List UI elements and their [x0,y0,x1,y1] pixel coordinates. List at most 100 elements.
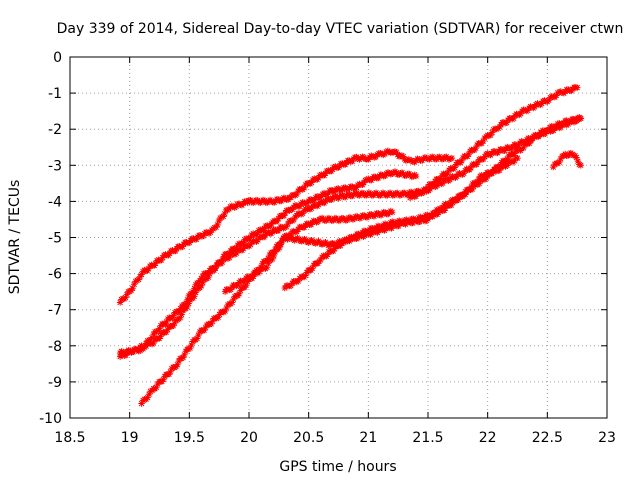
data-point [453,173,460,180]
data-point [195,331,202,339]
data-point [152,260,159,267]
data-point [446,176,453,183]
data-point [182,299,190,307]
data-point [465,151,472,158]
data-point [340,238,347,246]
data-point [248,273,256,280]
data-point [148,261,155,269]
data-point [193,335,201,342]
data-point [333,185,340,193]
data-point [256,268,263,275]
data-point [514,111,522,118]
data-point [508,151,515,158]
data-point [398,219,406,227]
data-point [444,169,451,177]
data-point [320,239,328,247]
data-point [322,170,329,177]
data-point [138,400,145,407]
data-point [287,282,294,289]
data-point [123,291,131,298]
data-point [234,200,241,208]
y-tick-label: 0 [53,50,62,66]
data-point [397,169,404,177]
chart-title: Day 339 of 2014, Sidereal Day-to-day VTE… [57,21,624,37]
data-point [241,277,248,284]
data-point [171,319,178,327]
data-point [206,321,213,328]
data-point [200,232,207,240]
data-point [250,237,257,244]
data-point [250,230,257,237]
data-point [138,271,145,278]
data-point [511,157,518,164]
x-tick-label: 19 [121,430,139,446]
x-axis-label: GPS time / hours [279,459,396,475]
data-point [508,158,515,165]
data-point [157,333,164,340]
y-tick-label: -3 [48,158,62,174]
data-point [469,185,476,193]
data-point [526,140,533,147]
data-point [448,154,456,162]
data-point [426,185,434,193]
data-point [327,247,334,254]
data-point [438,206,445,214]
data-point [199,272,206,280]
x-tick-label: 21 [359,430,377,446]
data-point [145,265,152,273]
data-point [502,119,509,127]
data-point [283,223,290,230]
data-point [431,178,439,185]
data-point [422,212,430,219]
data-point [403,191,411,199]
data-point [221,210,228,218]
data-point [431,183,438,190]
data-point [402,157,410,164]
data-point [470,183,477,190]
data-point [265,260,272,267]
data-point [393,148,400,156]
data-point [154,380,161,388]
data-point [449,199,456,206]
data-point [142,340,150,347]
data-point [240,245,247,252]
data-point [184,296,191,303]
axis-ticks: 18.5 19 19.5 20 20.5 21 21.5 22 22.5 23 0 -1 -2 -3 -4 -… [39,50,616,446]
data-point [178,355,185,362]
data-point [381,150,388,158]
data-point [179,243,186,250]
data-point [164,326,171,333]
data-point [412,193,419,200]
data-point [337,242,344,249]
data-point [305,179,312,187]
data-point [160,376,167,383]
data-point [205,274,212,281]
data-point [299,210,306,217]
data-point [175,308,183,315]
data-point [535,101,543,108]
data-point [215,217,223,225]
data-point [298,223,305,231]
data-point [153,384,160,391]
data-point [356,180,363,188]
data-point [447,155,454,162]
data-point [311,175,318,182]
data-point [153,328,160,335]
data-point [497,121,505,128]
data-point [150,330,157,338]
data-point [541,130,549,138]
data-points [116,83,584,407]
data-point [180,301,187,309]
series-track-1 [116,147,456,306]
x-tick-label: 20 [240,430,258,446]
data-point [216,311,223,318]
data-point [171,364,178,371]
data-point [166,250,173,257]
data-point [312,202,319,209]
data-point [269,228,276,236]
y-axis-label: SDTVAR / TECUs [7,180,23,295]
y-tick-label: -7 [48,303,62,319]
data-point [434,175,442,183]
data-point [262,231,269,239]
data-point [442,205,449,212]
